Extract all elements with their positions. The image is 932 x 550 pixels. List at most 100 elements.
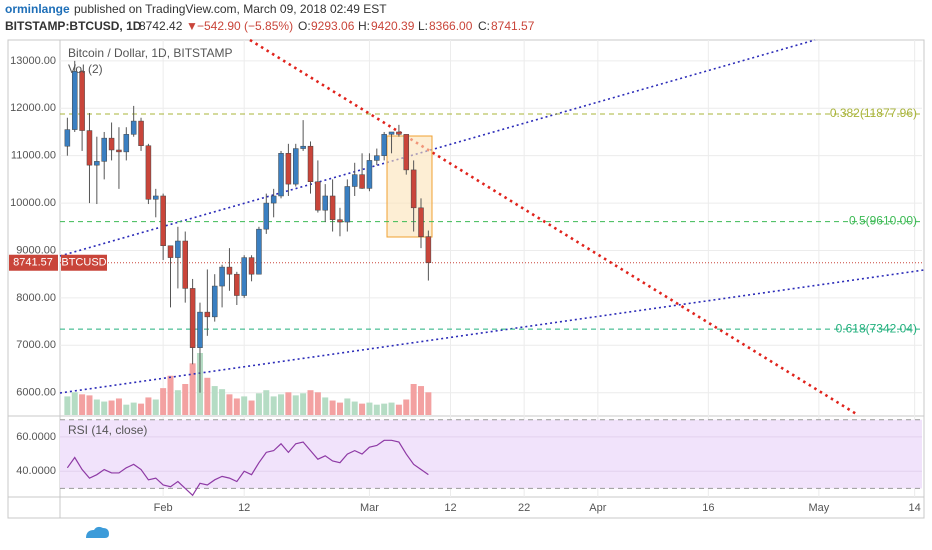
volume-bar — [226, 394, 233, 415]
author[interactable]: orminlange — [5, 2, 70, 16]
close-value: 8741.57 — [491, 19, 535, 33]
volume-bar — [359, 403, 366, 415]
x-tick-label: Feb — [154, 502, 173, 514]
published: published on TradingView.com, March 09, … — [74, 2, 387, 16]
volume-bar — [123, 404, 130, 415]
candle-body — [145, 145, 152, 200]
low-value: 8366.00 — [429, 19, 473, 33]
x-tick-label: 12 — [444, 502, 456, 514]
candle-body — [226, 266, 233, 275]
logo-icon[interactable] — [86, 526, 109, 538]
x-tick-label: 14 — [909, 502, 921, 514]
volume-bar — [248, 400, 255, 415]
candle-body — [403, 134, 410, 171]
volume-bar — [388, 402, 395, 415]
volume-bar — [138, 403, 145, 415]
volume-bar — [130, 402, 137, 415]
volume-bar — [270, 396, 277, 415]
volume-bar — [285, 392, 292, 415]
change: −542.90 (−5.85%) — [197, 19, 293, 33]
volume-bar — [255, 393, 262, 415]
candle-body — [418, 207, 424, 237]
candle-body — [337, 219, 343, 223]
volume-bar — [329, 400, 336, 415]
volume-bar — [152, 399, 159, 415]
volume-bar — [351, 401, 358, 415]
candle-body — [189, 288, 196, 348]
fib-label: 0.382(11877.96) — [830, 106, 917, 120]
change-arrow: ▼ — [186, 19, 198, 33]
low-label: L: — [418, 19, 428, 33]
candle-body — [374, 155, 380, 161]
volume-bar — [314, 392, 321, 415]
rsi-tick-label: 60.0000 — [16, 431, 56, 443]
y-tick-label: 9000.00 — [16, 244, 56, 256]
volume-bar — [292, 395, 299, 415]
volume-bar — [410, 384, 417, 415]
x-tick-label: 12 — [238, 502, 250, 514]
rsi-legend: RSI (14, close) — [68, 423, 147, 437]
volume-bar — [373, 404, 380, 415]
candle-body — [219, 266, 225, 287]
volume-bar — [381, 403, 388, 415]
trend-line — [59, 39, 816, 257]
candle-body — [388, 131, 395, 135]
volume-bar — [86, 395, 93, 415]
candle-body — [263, 202, 270, 230]
fib-label: 0.5(9610.00) — [849, 214, 917, 228]
volume-bar — [336, 402, 343, 415]
last-price: 8742.42 — [139, 19, 183, 33]
y-tick-label: 12000.00 — [10, 102, 56, 114]
volume-bar — [64, 396, 71, 415]
volume-bar — [101, 401, 108, 415]
volume-bar — [189, 363, 196, 415]
candle-body — [138, 120, 144, 146]
candle-body — [322, 195, 328, 211]
rsi-band — [60, 419, 922, 489]
candle-body — [94, 161, 100, 166]
candle-body — [396, 131, 402, 135]
candle-body — [123, 134, 130, 153]
highlight-box — [386, 135, 433, 238]
open-label: O: — [298, 19, 311, 33]
candle-body — [153, 195, 159, 200]
y-tick-label: 13000.00 — [10, 55, 56, 67]
candle-body — [130, 120, 137, 135]
volume-bar — [204, 377, 211, 415]
x-tick-label: Apr — [589, 502, 606, 514]
candle-body — [211, 285, 218, 318]
y-tick-label: 6000.00 — [16, 387, 56, 399]
volume-bar — [174, 390, 181, 415]
x-tick-label: 22 — [518, 502, 530, 514]
symbol-tag-label: BTCUSD — [61, 257, 106, 269]
volume-bar — [93, 399, 100, 415]
candle-body — [359, 174, 365, 189]
volume-bar — [366, 402, 373, 415]
candle-body — [278, 153, 284, 197]
volume-bar — [278, 394, 285, 415]
candle-body — [293, 148, 299, 185]
price-tag — [9, 254, 58, 271]
high-value: 9420.39 — [371, 19, 415, 33]
x-tick-label: 16 — [702, 502, 714, 514]
x-tick-label: May — [808, 502, 829, 514]
high-label: H: — [358, 19, 370, 33]
volume-bar — [241, 396, 248, 415]
volume-bar — [263, 390, 270, 415]
candle-body — [167, 245, 174, 258]
volume-bar — [395, 404, 402, 415]
volume-bar — [344, 398, 351, 415]
chart-frame — [7, 39, 925, 519]
candle-body — [270, 195, 277, 204]
volume-bar — [418, 386, 425, 415]
volume-bar — [307, 390, 314, 415]
candle-body — [182, 240, 188, 289]
candle-body — [351, 174, 358, 187]
candle-body — [241, 257, 247, 296]
volume-bar — [167, 375, 174, 415]
volume-bar — [219, 389, 226, 415]
trend-line — [249, 38, 859, 417]
volume-bar — [145, 397, 152, 415]
candle-body — [86, 130, 93, 166]
